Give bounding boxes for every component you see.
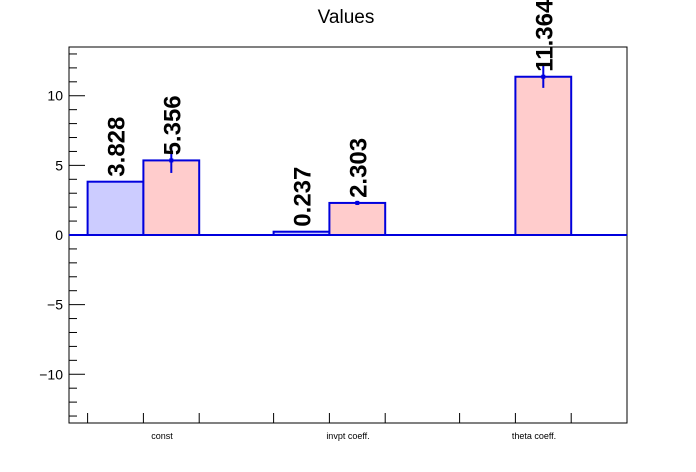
- bar-const-2: [142, 159, 201, 236]
- y-tick-label: 0: [55, 227, 63, 243]
- x-category-label: invpt coeff.: [326, 431, 369, 441]
- x-axis: const invpt coeff. theta coeff.: [87, 413, 572, 441]
- y-axis: −10 −5 0 5 10: [39, 53, 85, 417]
- bar-marks: [86, 75, 573, 237]
- bar-invpt-coeff-2: [328, 201, 387, 236]
- data-label: 3.828: [104, 117, 131, 177]
- y-tick-label: 5: [55, 157, 63, 173]
- data-label: 0.237: [290, 167, 317, 227]
- y-tick-label: −5: [47, 297, 63, 313]
- x-category-label: const: [151, 431, 173, 441]
- error-bar-marker: [169, 158, 174, 163]
- x-category-label: theta coeff.: [512, 431, 556, 441]
- error-bars: [169, 65, 546, 206]
- bar-const-1: [86, 180, 145, 237]
- error-bar-marker: [541, 74, 546, 79]
- data-label: 5.356: [159, 95, 186, 155]
- chart-title: Values: [318, 7, 375, 28]
- error-bar-marker: [355, 200, 360, 205]
- bar-theta-coeff-2: [514, 75, 573, 237]
- data-label: 2.303: [345, 138, 372, 198]
- y-tick-label: 10: [47, 88, 63, 104]
- y-tick-label: −10: [39, 366, 63, 382]
- data-label: 11.364: [531, 0, 558, 72]
- data-labels: 3.828 0.237 5.356 2.303 11.364: [104, 0, 559, 227]
